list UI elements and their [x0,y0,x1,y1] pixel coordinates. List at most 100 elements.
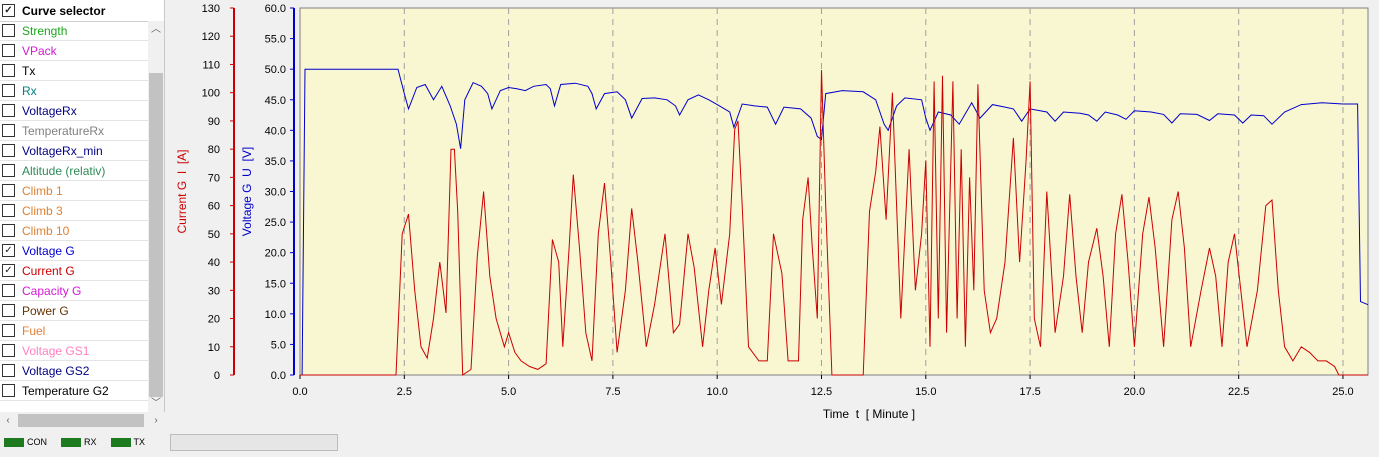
checkbox-icon[interactable] [2,384,15,397]
checkbox-icon[interactable] [2,284,15,297]
x-tick-label: 0.0 [292,386,307,398]
y-tick-label-current: 30 [208,285,220,297]
y-tick-label-current: 50 [208,229,220,241]
curve-item-label: TemperatureRx [22,123,105,138]
status-tx: TX [110,437,145,447]
curve-selector-header[interactable]: ✓ Curve selector [0,0,148,22]
scroll-up-icon[interactable]: ︿ [151,24,161,35]
curve-item-label: Climb 3 [22,203,63,218]
curve-item[interactable]: Climb 1 [0,181,148,201]
curve-item-label: Current G [22,263,75,278]
y-tick-label-voltage: 60.0 [265,3,286,15]
y-tick-label-voltage: 25.0 [265,217,286,229]
curve-item[interactable]: Tx [0,61,148,81]
y-tick-label-voltage: 30.0 [265,187,286,199]
curve-item[interactable]: Voltage GS1 [0,341,148,361]
hscrollbar-thumb[interactable] [18,414,144,427]
scroll-down-icon[interactable]: ﹀ [151,398,161,409]
curve-item[interactable]: VoltageRx_min [0,141,148,161]
y-tick-label-voltage: 5.0 [271,339,286,351]
checked-checkbox-icon[interactable]: ✓ [2,244,15,257]
checkbox-icon[interactable] [2,184,15,197]
curve-item[interactable]: Power G [0,301,148,321]
status-bar: CON RX TX [0,432,145,452]
checked-checkbox-icon[interactable]: ✓ [2,264,15,277]
curve-item-label: Rx [22,83,37,98]
y-tick-label-current: 90 [208,116,220,128]
checkbox-icon[interactable] [2,344,15,357]
checkbox-icon[interactable] [2,204,15,217]
curve-item[interactable]: VPack [0,41,148,61]
checkbox-icon[interactable] [2,224,15,237]
curve-item[interactable]: Climb 10 [0,221,148,241]
vertical-scrollbar[interactable]: ︿ ﹀ [148,21,164,412]
x-axis-label: Time t [ Minute ] [823,407,915,421]
x-tick-label: 12.5 [811,386,832,398]
curve-item[interactable]: Climb 3 [0,201,148,221]
y-tick-label-current: 110 [202,59,220,71]
curve-item-label: Power G [22,303,69,318]
curve-item-label: Tx [22,63,36,78]
curve-item[interactable]: Altitude (relativ) [0,161,148,181]
y-tick-label-voltage: 0.0 [271,370,286,382]
checkbox-icon[interactable] [2,324,15,337]
curve-item[interactable]: ✓ Current G [0,261,148,281]
curve-item[interactable]: TemperatureRx [0,121,148,141]
progress-bar [170,434,338,451]
curve-item[interactable]: Strength [0,21,148,41]
checkbox-icon[interactable] [2,104,15,117]
curve-item[interactable]: Temperature G2 [0,381,148,401]
checkbox-icon[interactable] [2,24,15,37]
header-checkbox-icon[interactable]: ✓ [2,4,15,17]
curve-item-label: Fuel [22,323,46,338]
curve-item-label: Voltage GS2 [22,363,90,378]
curve-item-label: VoltageRx [22,103,77,118]
checkbox-icon[interactable] [2,144,15,157]
y-tick-label-voltage: 45.0 [265,95,286,107]
curve-item-label: Strength [22,23,68,38]
x-tick-label: 5.0 [501,386,516,398]
x-tick-label: 2.5 [397,386,412,398]
x-tick-label: 20.0 [1124,386,1145,398]
curve-item[interactable]: VoltageRx [0,101,148,121]
checkbox-icon[interactable] [2,124,15,137]
y-tick-label-current: 0 [214,370,220,382]
series-voltage-g [300,68,1369,376]
curve-item[interactable]: ✓ Voltage G [0,241,148,261]
telemetry-chart[interactable]: 0.0 2.5 5.0 7.5 10.0 12.5 15.0 17.5 20.0 22.5 25.0… [0,0,1379,432]
curve-item[interactable]: Voltage GS2 [0,361,148,381]
curve-item-label: Temperature G2 [22,383,109,398]
y-tick-label-current: 70 [208,172,220,184]
checkbox-icon[interactable] [2,64,15,77]
scroll-left-icon[interactable]: ‹ [6,415,10,426]
scroll-right-icon[interactable]: › [154,415,158,426]
curve-item-label: VPack [22,43,57,58]
x-tick-label: 17.5 [1019,386,1040,398]
y-tick-label-voltage: 15.0 [265,278,286,290]
checkbox-icon[interactable] [2,164,15,177]
x-tick-label: 10.0 [706,386,727,398]
tx-led-icon [110,437,131,447]
horizontal-scrollbar[interactable]: ‹ › [0,412,164,429]
curve-item[interactable]: Capacity G [0,281,148,301]
curve-item-label: Capacity G [22,283,82,298]
x-tick-label: 7.5 [605,386,620,398]
checkbox-icon[interactable] [2,304,15,317]
checkbox-icon[interactable] [2,44,15,57]
curve-selector-title: Curve selector [22,3,106,18]
rx-led-icon [61,437,81,447]
curve-item[interactable]: Fuel [0,321,148,341]
scrollbar-thumb[interactable] [149,73,163,397]
y-tick-label-voltage: 35.0 [265,156,286,168]
y-tick-label-current: 10 [208,342,220,354]
y-tick-label-current: 120 [202,31,220,43]
curve-selector-panel: ✓ Curve selector Strength VPack Tx Rx Voltag… [0,0,165,412]
y-tick-label-current: 40 [208,257,220,269]
x-tick-label: 15.0 [915,386,936,398]
status-con: CON [4,437,47,447]
checkbox-icon[interactable] [2,84,15,97]
checkbox-icon[interactable] [2,364,15,377]
curve-item[interactable]: Rx [0,81,148,101]
curve-item-label: VoltageRx_min [22,143,103,158]
curve-item-label: Climb 1 [22,183,63,198]
